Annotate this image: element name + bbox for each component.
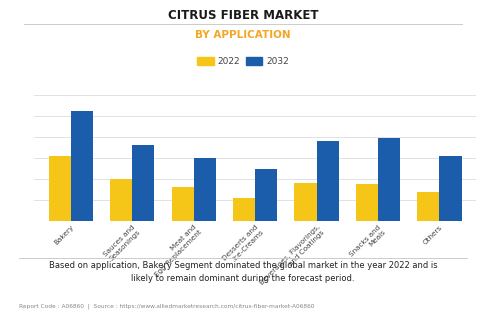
Text: Report Code : A06860  |  Source : https://www.alliedmarketresearch.com/citrus-fi: Report Code : A06860 | Source : https://… bbox=[19, 304, 315, 309]
Text: BY APPLICATION: BY APPLICATION bbox=[195, 30, 291, 40]
Bar bbox=[417, 192, 439, 221]
Bar bbox=[295, 183, 316, 221]
Bar bbox=[356, 184, 378, 221]
Text: CITRUS FIBER MARKET: CITRUS FIBER MARKET bbox=[168, 9, 318, 22]
Bar bbox=[316, 141, 339, 221]
Bar bbox=[172, 187, 194, 221]
Bar bbox=[71, 111, 93, 221]
Bar bbox=[233, 198, 255, 221]
Bar bbox=[132, 145, 155, 221]
Text: Based on application, Bakery Segment dominated the global market in the year 202: Based on application, Bakery Segment dom… bbox=[49, 261, 437, 283]
Legend: 2022, 2032: 2022, 2032 bbox=[194, 53, 292, 70]
Bar bbox=[49, 156, 71, 221]
Bar bbox=[194, 158, 216, 221]
Bar bbox=[439, 156, 462, 221]
Bar bbox=[255, 168, 277, 221]
Bar bbox=[378, 138, 400, 221]
Bar bbox=[110, 179, 132, 221]
